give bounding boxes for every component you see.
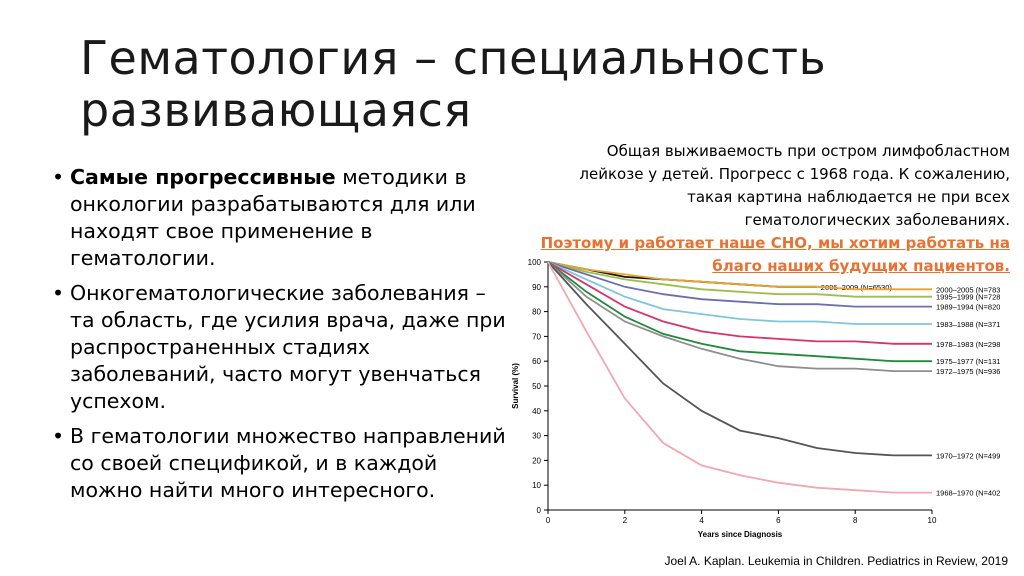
series-line-10: [547, 261, 932, 494]
y-tick-label: 80: [532, 308, 541, 317]
series-label-9: 1970–1972 (N=499): [936, 451, 1000, 460]
bullet-list: • Самые прогрессивные методики в онкологи…: [46, 164, 508, 512]
cta-link-line-2[interactable]: благо наших будущих пациентов.: [712, 257, 1010, 275]
slide-title: Гематология – специальность развивающаяс…: [80, 32, 940, 136]
x-tick-label: 8: [853, 516, 858, 525]
series-label-7: 1975–1977 (N=1313): [936, 357, 1000, 366]
series-line-2: [547, 261, 932, 291]
bullet-2-text: Онкогематологические заболевания – та об…: [70, 281, 506, 413]
series-label-8: 1972–1975 (N=936): [936, 367, 1000, 376]
series-line-7: [547, 261, 932, 363]
y-tick-label: 60: [532, 357, 541, 366]
y-tick-label: 30: [532, 432, 541, 441]
caption-line-3: такая картина наблюдается не при всех: [687, 188, 1010, 206]
series-label-4: 1989–1994 (N=8200): [936, 303, 1000, 312]
y-axis-label: Survival (%): [511, 363, 520, 409]
cta-link-line-1[interactable]: Поэтому и работает наше СНО, мы хотим ра…: [540, 234, 1010, 252]
series-label-10: 1968–1970 (N=402): [936, 489, 1000, 498]
x-tick-label: 2: [623, 516, 628, 525]
y-tick-label: 100: [528, 258, 542, 267]
y-tick-label: 70: [532, 332, 541, 341]
y-tick-label: 40: [532, 407, 541, 416]
y-tick-label: 10: [532, 481, 541, 490]
bullet-dot-icon: •: [52, 281, 65, 305]
series-label-6: 1978–1983 (N=2984): [936, 340, 1000, 349]
bullet-dot-icon: •: [52, 424, 65, 448]
series-line-8: [547, 261, 932, 372]
bullet-1-bold: Самые прогрессивные: [70, 165, 336, 189]
y-tick-label: 0: [537, 506, 542, 515]
series-label-5: 1983–1988 (N=3711): [936, 320, 1000, 329]
series-label-3: 1995–1999 (N=7287): [936, 293, 1000, 302]
series-line-4: [547, 261, 932, 308]
x-tick-label: 0: [546, 516, 551, 525]
series-line-9: [547, 261, 932, 457]
x-tick-label: 6: [776, 516, 781, 525]
series-label-1: 2006–2009 (N=6530): [821, 283, 893, 292]
y-tick-label: 50: [532, 382, 541, 391]
series-line-3: [547, 261, 932, 298]
source-credit: Joel A. Kaplan. Leukemia in Children. Pe…: [664, 554, 1008, 568]
x-tick-label: 4: [699, 516, 704, 525]
bullet-item-1: • Самые прогрессивные методики в онкологи…: [46, 164, 508, 272]
x-axis-label: Years since Diagnosis: [698, 530, 783, 539]
bullet-1-text: методики в онкологии разрабатываются для…: [70, 165, 476, 270]
y-tick-label: 20: [532, 456, 541, 465]
slide-title-line-1: Гематология – специальность: [80, 31, 827, 85]
y-tick-label: 90: [532, 283, 541, 292]
chart-caption: Общая выживаемость при остром лимфобласт…: [530, 140, 1010, 278]
x-tick-label: 10: [928, 516, 937, 525]
series-label-2: 2000–2005 (N=7835): [936, 285, 1000, 294]
caption-line-1: Общая выживаемость при остром лимфобласт…: [606, 142, 1010, 160]
survival-chart: 0 10 20 30 40 50 60 70 80 90 100 0 2 4 6 8 10 Years since…: [511, 258, 1000, 539]
series-line-5: [547, 261, 932, 325]
slide-title-line-2: развивающаяся: [80, 83, 472, 137]
series-line-6: [547, 261, 932, 345]
bullet-item-2: • Онкогематологические заболевания – та о…: [46, 280, 508, 415]
caption-line-2: лейкозе у детей. Прогресс с 1968 года. К…: [579, 165, 1010, 183]
caption-line-4: гематологических заболеваниях.: [744, 211, 1010, 229]
bullet-3-text: В гематологии множество направлений со с…: [70, 424, 506, 502]
bullet-item-3: • В гематологии множество направлений со …: [46, 423, 508, 504]
bullet-dot-icon: •: [52, 165, 65, 189]
